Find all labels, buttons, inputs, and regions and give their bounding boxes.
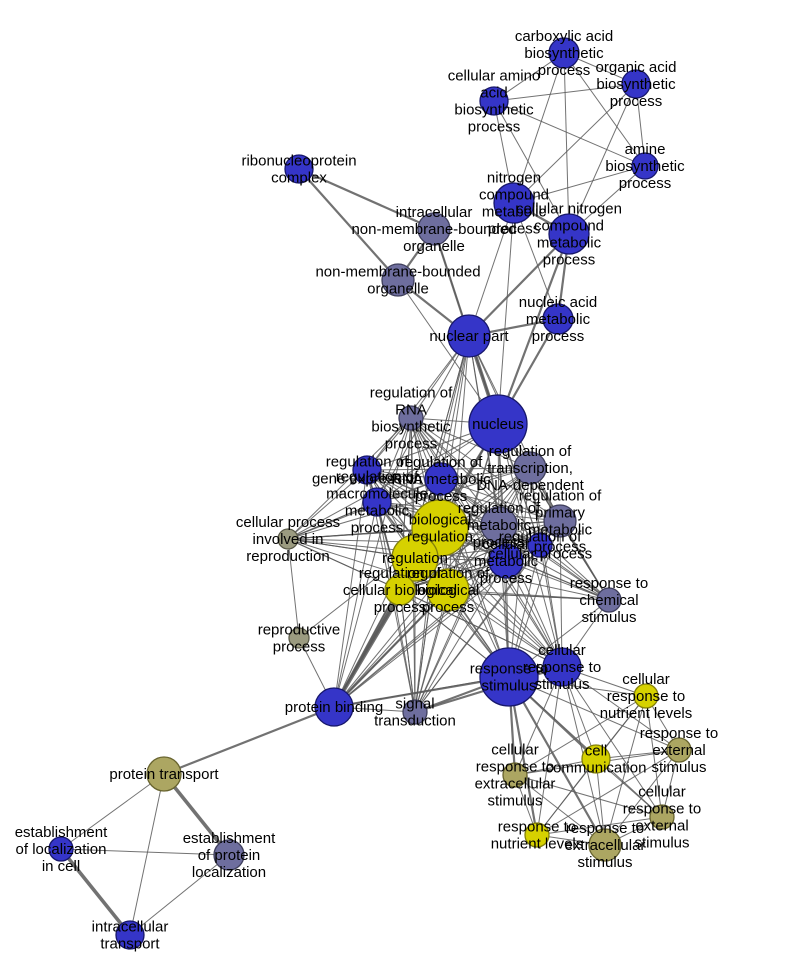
svg-text:response to: response to: [476, 759, 554, 776]
svg-text:response to: response to: [640, 725, 718, 742]
svg-text:of protein: of protein: [198, 847, 261, 864]
svg-text:regulation: regulation: [407, 529, 473, 546]
svg-text:metabolic: metabolic: [537, 235, 602, 252]
svg-text:localization: localization: [192, 864, 266, 881]
svg-text:reproduction: reproduction: [246, 548, 329, 565]
svg-text:external: external: [652, 742, 705, 759]
svg-text:protein binding: protein binding: [285, 699, 383, 716]
svg-text:process: process: [532, 328, 585, 345]
svg-text:nutrient levels: nutrient levels: [600, 705, 693, 722]
svg-text:process: process: [374, 599, 427, 616]
svg-text:compound: compound: [534, 218, 604, 235]
svg-text:carboxylic acid: carboxylic acid: [515, 28, 613, 45]
svg-text:cellular nitrogen: cellular nitrogen: [516, 201, 622, 218]
svg-text:signal: signal: [395, 696, 434, 713]
svg-text:cellular biological: cellular biological: [343, 582, 457, 599]
svg-text:organelle: organelle: [403, 238, 465, 255]
svg-text:biosynthetic: biosynthetic: [371, 419, 451, 436]
svg-text:cellular process: cellular process: [488, 546, 592, 563]
svg-text:response to: response to: [623, 801, 701, 818]
svg-text:biosynthetic: biosynthetic: [524, 45, 604, 62]
svg-text:RNA: RNA: [395, 402, 427, 419]
svg-text:stimulus: stimulus: [651, 759, 706, 776]
svg-text:biosynthetic: biosynthetic: [605, 158, 685, 175]
svg-text:organelle: organelle: [367, 281, 429, 298]
svg-text:non-membrane-bounded: non-membrane-bounded: [351, 221, 516, 238]
svg-text:protein transport: protein transport: [109, 766, 219, 783]
svg-text:cellular: cellular: [538, 642, 586, 659]
svg-text:biosynthetic: biosynthetic: [596, 76, 676, 93]
svg-text:stimulus: stimulus: [581, 609, 636, 626]
svg-text:cellular process: cellular process: [236, 514, 340, 531]
svg-text:transport: transport: [100, 936, 160, 953]
svg-text:nucleus: nucleus: [472, 416, 524, 433]
svg-text:primary: primary: [535, 505, 586, 522]
svg-text:intracellular: intracellular: [396, 204, 473, 221]
svg-text:stimulus: stimulus: [481, 678, 536, 695]
svg-text:involved in: involved in: [253, 531, 324, 548]
svg-text:of localization: of localization: [16, 841, 107, 858]
svg-text:process: process: [468, 119, 521, 136]
svg-text:process: process: [538, 62, 591, 79]
svg-text:cell: cell: [585, 743, 608, 760]
svg-text:extracellular: extracellular: [565, 837, 646, 854]
svg-text:nuclear part: nuclear part: [429, 328, 509, 345]
svg-text:macromolecule: macromolecule: [326, 486, 428, 503]
svg-text:cellular: cellular: [638, 784, 686, 801]
svg-text:amine: amine: [625, 141, 666, 158]
svg-text:metabolic: metabolic: [345, 503, 410, 520]
svg-text:regulation of: regulation of: [359, 565, 442, 582]
svg-text:response to: response to: [570, 575, 648, 592]
svg-text:stimulus: stimulus: [487, 793, 542, 810]
svg-text:cellular: cellular: [491, 742, 539, 759]
svg-text:process: process: [543, 252, 596, 269]
svg-text:transduction: transduction: [374, 713, 456, 730]
svg-text:reproductive: reproductive: [258, 622, 341, 639]
svg-text:nitrogen: nitrogen: [487, 170, 541, 187]
svg-text:extracellular: extracellular: [475, 776, 556, 793]
svg-text:acid: acid: [480, 85, 508, 102]
svg-text:regulation of: regulation of: [489, 443, 572, 460]
svg-text:intracellular: intracellular: [92, 919, 169, 936]
svg-text:biological: biological: [409, 512, 472, 529]
svg-text:organic acid: organic acid: [596, 59, 677, 76]
svg-text:chemical: chemical: [579, 592, 638, 609]
svg-text:biosynthetic: biosynthetic: [454, 102, 534, 119]
svg-text:metabolic: metabolic: [526, 311, 591, 328]
svg-text:response to: response to: [566, 820, 644, 837]
svg-text:regulation of: regulation of: [370, 385, 453, 402]
svg-text:response to: response to: [523, 659, 601, 676]
svg-text:regulation of: regulation of: [499, 529, 582, 546]
svg-text:process: process: [385, 436, 438, 453]
svg-text:process: process: [619, 175, 672, 192]
svg-text:process: process: [273, 639, 326, 656]
svg-text:complex: complex: [271, 170, 327, 187]
svg-text:in cell: in cell: [42, 858, 80, 875]
svg-text:process: process: [610, 93, 663, 110]
svg-text:stimulus: stimulus: [577, 854, 632, 871]
svg-text:nucleic acid: nucleic acid: [519, 294, 597, 311]
svg-text:stimulus: stimulus: [534, 676, 589, 693]
svg-text:cellular amino: cellular amino: [448, 68, 541, 85]
svg-text:establishment: establishment: [183, 830, 276, 847]
svg-text:response to: response to: [607, 688, 685, 705]
svg-text:cellular: cellular: [622, 671, 670, 688]
svg-text:response to: response to: [498, 819, 576, 836]
svg-text:establishment: establishment: [15, 824, 108, 841]
svg-text:communication: communication: [546, 760, 647, 777]
svg-text:process: process: [351, 520, 404, 537]
svg-text:non-membrane-bounded: non-membrane-bounded: [315, 264, 480, 281]
svg-text:process: process: [422, 599, 475, 616]
svg-text:regulation of: regulation of: [336, 469, 419, 486]
svg-text:transcription,: transcription,: [487, 460, 573, 477]
svg-text:ribonucleoprotein: ribonucleoprotein: [241, 153, 356, 170]
